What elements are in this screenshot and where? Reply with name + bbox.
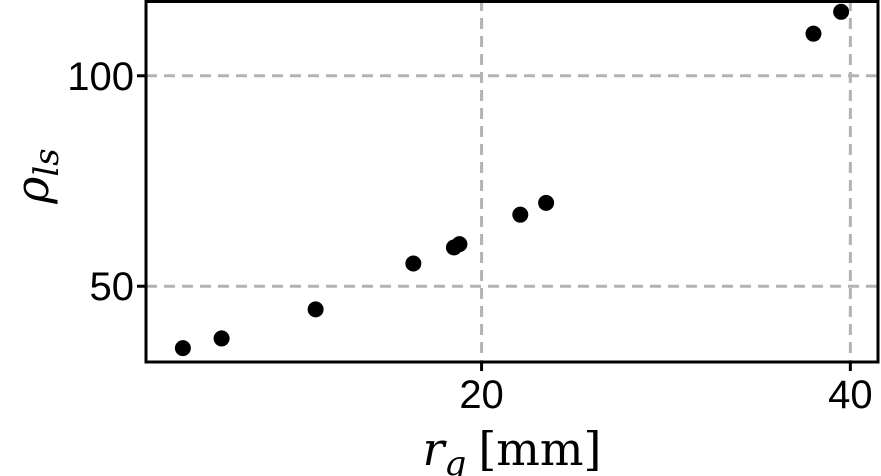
x-axis-subscript: g [445,444,467,476]
data-point [538,194,555,211]
y-tick-label: 50 [90,265,135,309]
data-point [805,25,822,42]
axis-ticks: 20 40 50 100 [67,55,872,417]
data-point [451,236,468,253]
data-point [174,340,191,357]
data-points [174,3,850,357]
plot-frame [144,0,880,364]
data-point [405,255,422,272]
data-point [512,206,529,223]
x-axis-symbol: r [423,422,448,476]
x-axis-unit: [mm] [478,422,601,476]
grid-lines [146,0,878,362]
x-axis-label: rg [mm] [423,422,602,476]
data-point [833,3,850,20]
data-point [213,330,230,347]
y-tick-label: 100 [67,55,134,99]
y-axis-label: ρls [5,148,67,204]
x-tick-label: 40 [828,373,873,417]
data-point [307,301,324,318]
y-axis-subscript: ls [27,148,67,176]
y-axis-symbol: ρ [5,177,59,205]
x-tick-label: 20 [459,373,504,417]
